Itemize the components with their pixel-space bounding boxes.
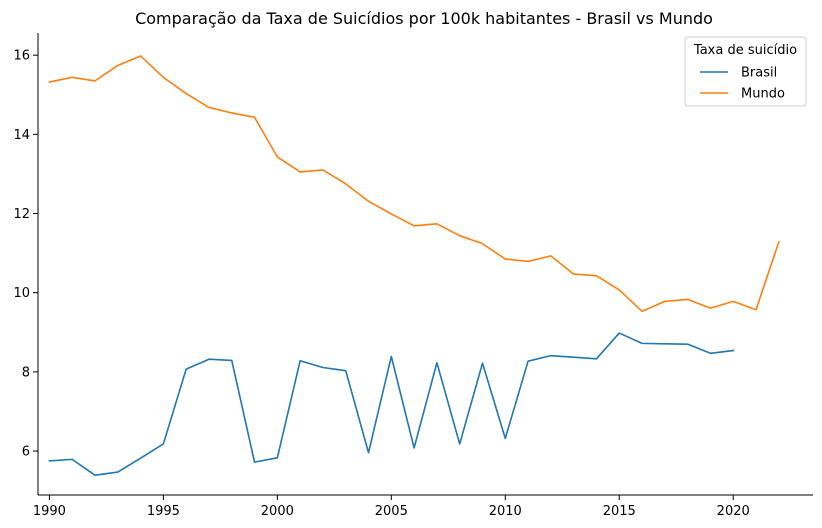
legend-title: Taxa de suicídio	[693, 43, 797, 58]
legend-label-mundo: Mundo	[741, 87, 785, 102]
series-line-brasil	[48, 332, 735, 477]
y-tick-label: 10	[13, 286, 30, 301]
x-tick-label: 2005	[375, 504, 408, 519]
legend-label-brasil: Brasil	[741, 66, 777, 81]
legend-entries: Brasil Mundo	[700, 66, 785, 102]
x-tick-label: 1995	[147, 504, 180, 519]
y-ticks: 6 8 10 12 14 16	[13, 49, 38, 460]
series-line-mundo	[48, 55, 780, 313]
x-tick-label: 2000	[261, 504, 294, 519]
legend-frame	[684, 36, 807, 107]
plot-series	[48, 55, 780, 477]
y-tick-label: 12	[13, 207, 30, 222]
x-tick-label: 1990	[33, 504, 66, 519]
legend: Taxa de suicídio Brasil Mundo	[684, 36, 807, 107]
x-ticks: 1990 1995 2000 2005 2010 2015 2020	[33, 495, 750, 519]
chart-title: Comparação da Taxa de Suicídios por 100k…	[135, 9, 713, 28]
y-tick-label: 16	[13, 49, 30, 64]
x-tick-label: 2015	[603, 504, 636, 519]
x-tick-label: 2010	[489, 504, 522, 519]
x-tick-label: 2020	[717, 504, 750, 519]
y-tick-label: 8	[22, 365, 30, 380]
y-tick-label: 6	[22, 445, 30, 460]
y-tick-label: 14	[13, 128, 30, 143]
